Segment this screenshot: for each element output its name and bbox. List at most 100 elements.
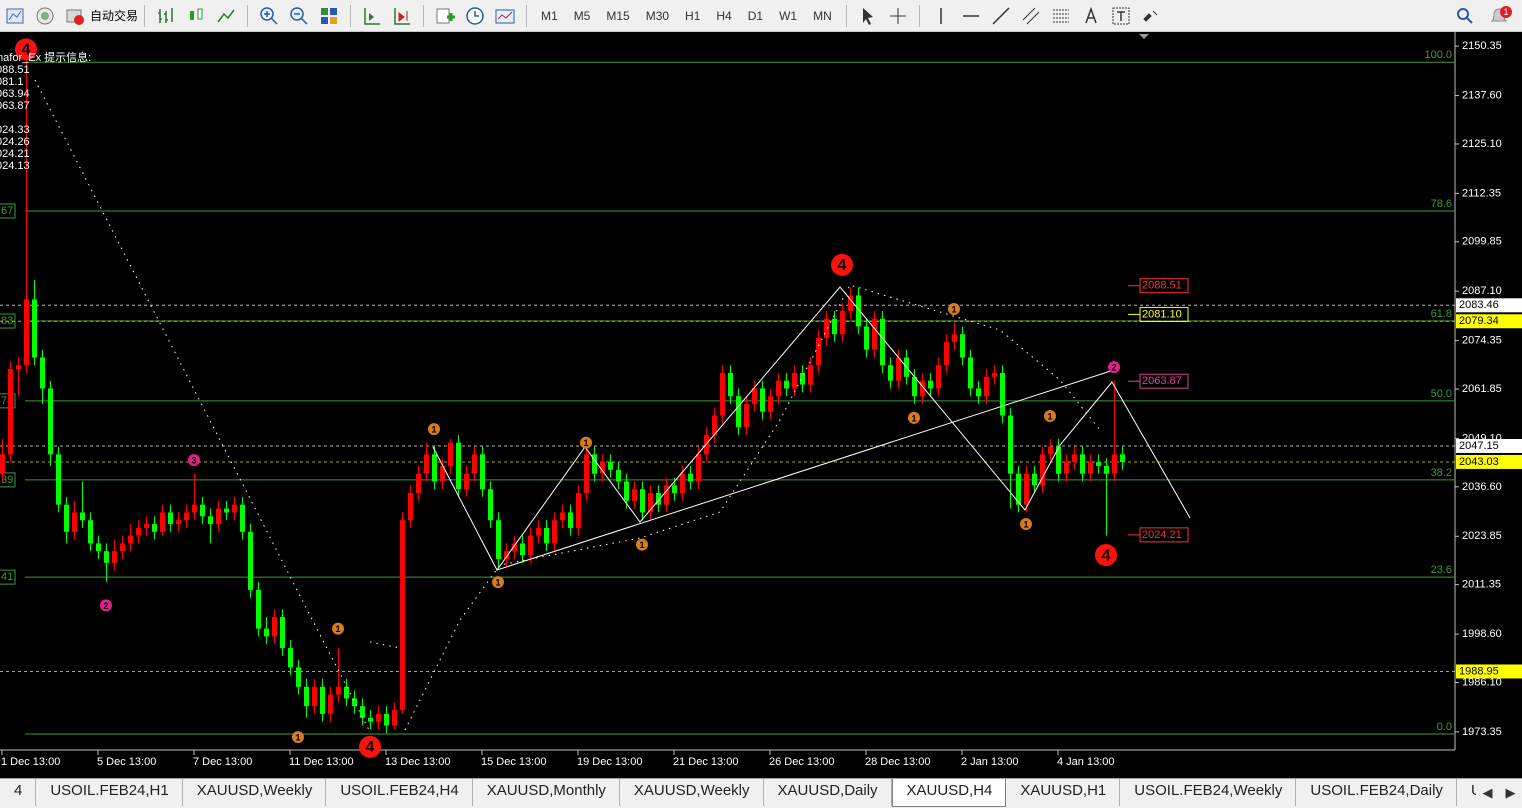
candle-body (24, 299, 29, 365)
chart-tab[interactable]: XAUUSD,H1 (1006, 779, 1120, 806)
y-tick-label: 1973.35 (1462, 726, 1502, 738)
candle-body (472, 454, 477, 473)
candle-body (896, 357, 901, 380)
candle-body (720, 373, 725, 416)
candle-body (736, 396, 741, 427)
x-tick-label: 28 Dec 13:00 (865, 756, 930, 768)
icon-channel[interactable] (1020, 5, 1042, 27)
chart-tab[interactable]: 4 (0, 779, 36, 806)
candle-body (392, 710, 397, 725)
timeframe-button[interactable]: M30 (638, 9, 677, 23)
separator (919, 5, 920, 27)
candle-body (96, 543, 101, 551)
candle-body (616, 470, 621, 482)
timeframe-button[interactable]: M1 (533, 9, 566, 23)
candle-body (64, 505, 69, 532)
chart-tab[interactable]: XAUUSD,Monthly (473, 779, 620, 806)
icon-tile[interactable] (318, 5, 340, 27)
candle-body (232, 505, 237, 513)
wave-marker-label: 4 (1102, 547, 1111, 564)
tab-scroll-left[interactable]: ◀ (1483, 785, 1493, 801)
chart-tab[interactable]: XAUUSD,H4 (892, 779, 1007, 807)
candle-body (928, 381, 933, 389)
candle-body (680, 474, 685, 493)
candle-body (1112, 454, 1117, 473)
y-tick-label: 2074.35 (1462, 335, 1502, 347)
candle-body (120, 543, 125, 551)
wave-marker-label: 4 (838, 257, 847, 274)
chart-tab[interactable]: XAUUSD,Weekly (183, 779, 327, 806)
icon-scroll[interactable] (361, 5, 383, 27)
x-tick-label: 1 Dec 13:00 (1, 756, 60, 768)
icon-shift[interactable] (391, 5, 413, 27)
icon-cursor[interactable] (857, 5, 879, 27)
candle-body (216, 509, 221, 524)
icon-templates[interactable] (494, 5, 516, 27)
icon-line[interactable] (215, 5, 237, 27)
candle-body (992, 373, 997, 377)
timeframe-button[interactable]: H4 (708, 9, 739, 23)
icon-zoom-in[interactable] (258, 5, 280, 27)
candle-body (568, 512, 573, 527)
chart-tab[interactable]: XAUUSD,Daily (764, 779, 892, 806)
x-tick-label: 26 Dec 13:00 (769, 756, 834, 768)
icon-periods[interactable] (464, 5, 486, 27)
tab-scroll-right[interactable]: ▶ (1506, 785, 1516, 801)
candle-body (56, 454, 61, 504)
candle-body (1120, 454, 1125, 462)
timeframe-button[interactable]: MN (805, 9, 840, 23)
icon-text[interactable] (1080, 5, 1102, 27)
chart-tab[interactable]: XAUUSD,Weekly (620, 779, 764, 806)
candle-body (80, 512, 85, 520)
chart-tab[interactable]: USOIL.FEB24,Weekly (1120, 779, 1296, 806)
icon-search[interactable] (1454, 5, 1476, 27)
icon-crosshair[interactable] (887, 5, 909, 27)
icon-label[interactable] (1110, 5, 1132, 27)
notifications[interactable]: 1 (1484, 5, 1514, 27)
candle-body (800, 373, 805, 385)
chart-tab[interactable]: USOIL.FEB24,H1 (36, 779, 182, 806)
icon-fibo[interactable] (1050, 5, 1072, 27)
icon-indicators[interactable] (434, 5, 456, 27)
candle-body (8, 369, 13, 454)
chart-tab[interactable]: USOIL.FEB24,H4 (326, 779, 472, 806)
candle-body (776, 381, 781, 396)
icon-zoom-out[interactable] (288, 5, 310, 27)
candle-body (16, 365, 21, 369)
icon-candles[interactable] (185, 5, 207, 27)
wave-marker-label: 1 (1047, 411, 1052, 421)
candle-body (280, 617, 285, 648)
candle-body (416, 474, 421, 493)
wave-marker-label: 1 (583, 438, 588, 448)
icon-arrows[interactable] (1140, 5, 1162, 27)
auto-trade-label[interactable]: 自动交易 (90, 7, 138, 24)
candle-body (864, 326, 869, 349)
timeframe-button[interactable]: D1 (740, 9, 771, 23)
tab-scroll: ◀▶ (1476, 779, 1522, 807)
chart-tab[interactable]: USOIL.FEB24,Daily (1296, 779, 1457, 806)
timeframe-button[interactable]: M5 (566, 9, 599, 23)
candle-body (368, 718, 373, 722)
candle-body (176, 520, 181, 524)
icon-autotrade[interactable] (64, 5, 86, 27)
timeframe-button[interactable]: H1 (677, 9, 708, 23)
icon-bars[interactable] (155, 5, 177, 27)
icon-new-chart[interactable] (4, 5, 26, 27)
candle-body (304, 687, 309, 706)
fib-ratio-label: 50.0 (1431, 388, 1452, 400)
icon-hline[interactable] (960, 5, 982, 27)
icon-market[interactable] (34, 5, 56, 27)
candle-body (112, 551, 117, 563)
candle-body (832, 319, 837, 334)
level-tag-label: 2088.51 (1142, 280, 1182, 292)
candle-body (104, 551, 109, 563)
timeframe-button[interactable]: M15 (598, 9, 637, 23)
candle-body (1000, 373, 1005, 416)
icon-vline[interactable] (930, 5, 952, 27)
candle-body (152, 524, 157, 532)
candle-body (752, 388, 757, 403)
icon-trendline[interactable] (990, 5, 1012, 27)
candle-body (888, 365, 893, 380)
wave-marker-label: 1 (431, 425, 436, 435)
timeframe-button[interactable]: W1 (771, 9, 805, 23)
